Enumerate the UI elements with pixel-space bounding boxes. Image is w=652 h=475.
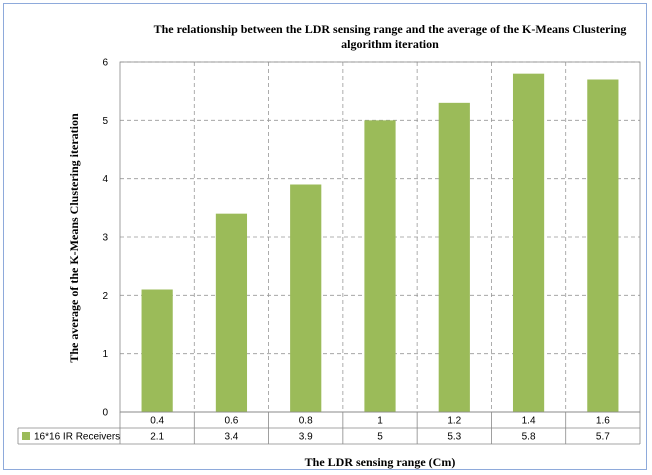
chart-title-line-1: The relationship between the LDR sensing…	[154, 22, 627, 36]
x-tick-label: 1.6	[596, 416, 610, 427]
data-label: 3.4	[224, 432, 238, 443]
y-tick-label: 4	[102, 174, 108, 185]
bar-1.2	[438, 102, 470, 412]
y-tick-label: 5	[102, 116, 108, 127]
y-tick-label: 6	[102, 58, 108, 69]
data-table: 0.4 0.6 0.8 1 1.2 1.4 1.6 16*16 IR Receivers 2.1…	[17, 411, 641, 445]
bar-1.6	[587, 79, 619, 412]
x-tick-label: 1.2	[447, 416, 461, 427]
y-tick-labels: 0 1 2 3 4 5 6	[102, 58, 108, 419]
x-tick-label: 1.4	[522, 416, 536, 427]
data-label: 5.3	[447, 432, 461, 443]
bar-0.8	[290, 184, 322, 412]
y-tick-label: 1	[102, 349, 108, 360]
bar-1.4	[512, 73, 545, 413]
x-tick-label: 0.6	[224, 416, 238, 427]
x-tick-label: 0.8	[299, 416, 313, 427]
y-axis-title: The average of the K-Means Clustering it…	[67, 113, 81, 363]
x-axis-title: The LDR sensing range (Cm)	[305, 455, 456, 469]
data-label: 3.9	[299, 432, 313, 443]
bar-1	[364, 120, 396, 412]
bars	[141, 73, 619, 413]
legend-label: 16*16 IR Receivers	[34, 432, 120, 443]
x-tick-label: 0.4	[150, 416, 164, 427]
data-label: 5	[377, 432, 383, 443]
data-label: 2.1	[150, 432, 164, 443]
chart-title-line-2: algorithm iteration	[341, 37, 439, 51]
data-label: 5.8	[522, 432, 536, 443]
y-tick-label: 3	[102, 233, 108, 244]
y-tick-label: 0	[102, 408, 108, 419]
data-label: 5.7	[596, 432, 610, 443]
bar-0.4	[141, 289, 173, 412]
y-tick-label: 2	[102, 291, 108, 302]
x-tick-label: 1	[377, 416, 383, 427]
legend-swatch	[22, 432, 30, 440]
bar-0.6	[215, 213, 248, 412]
